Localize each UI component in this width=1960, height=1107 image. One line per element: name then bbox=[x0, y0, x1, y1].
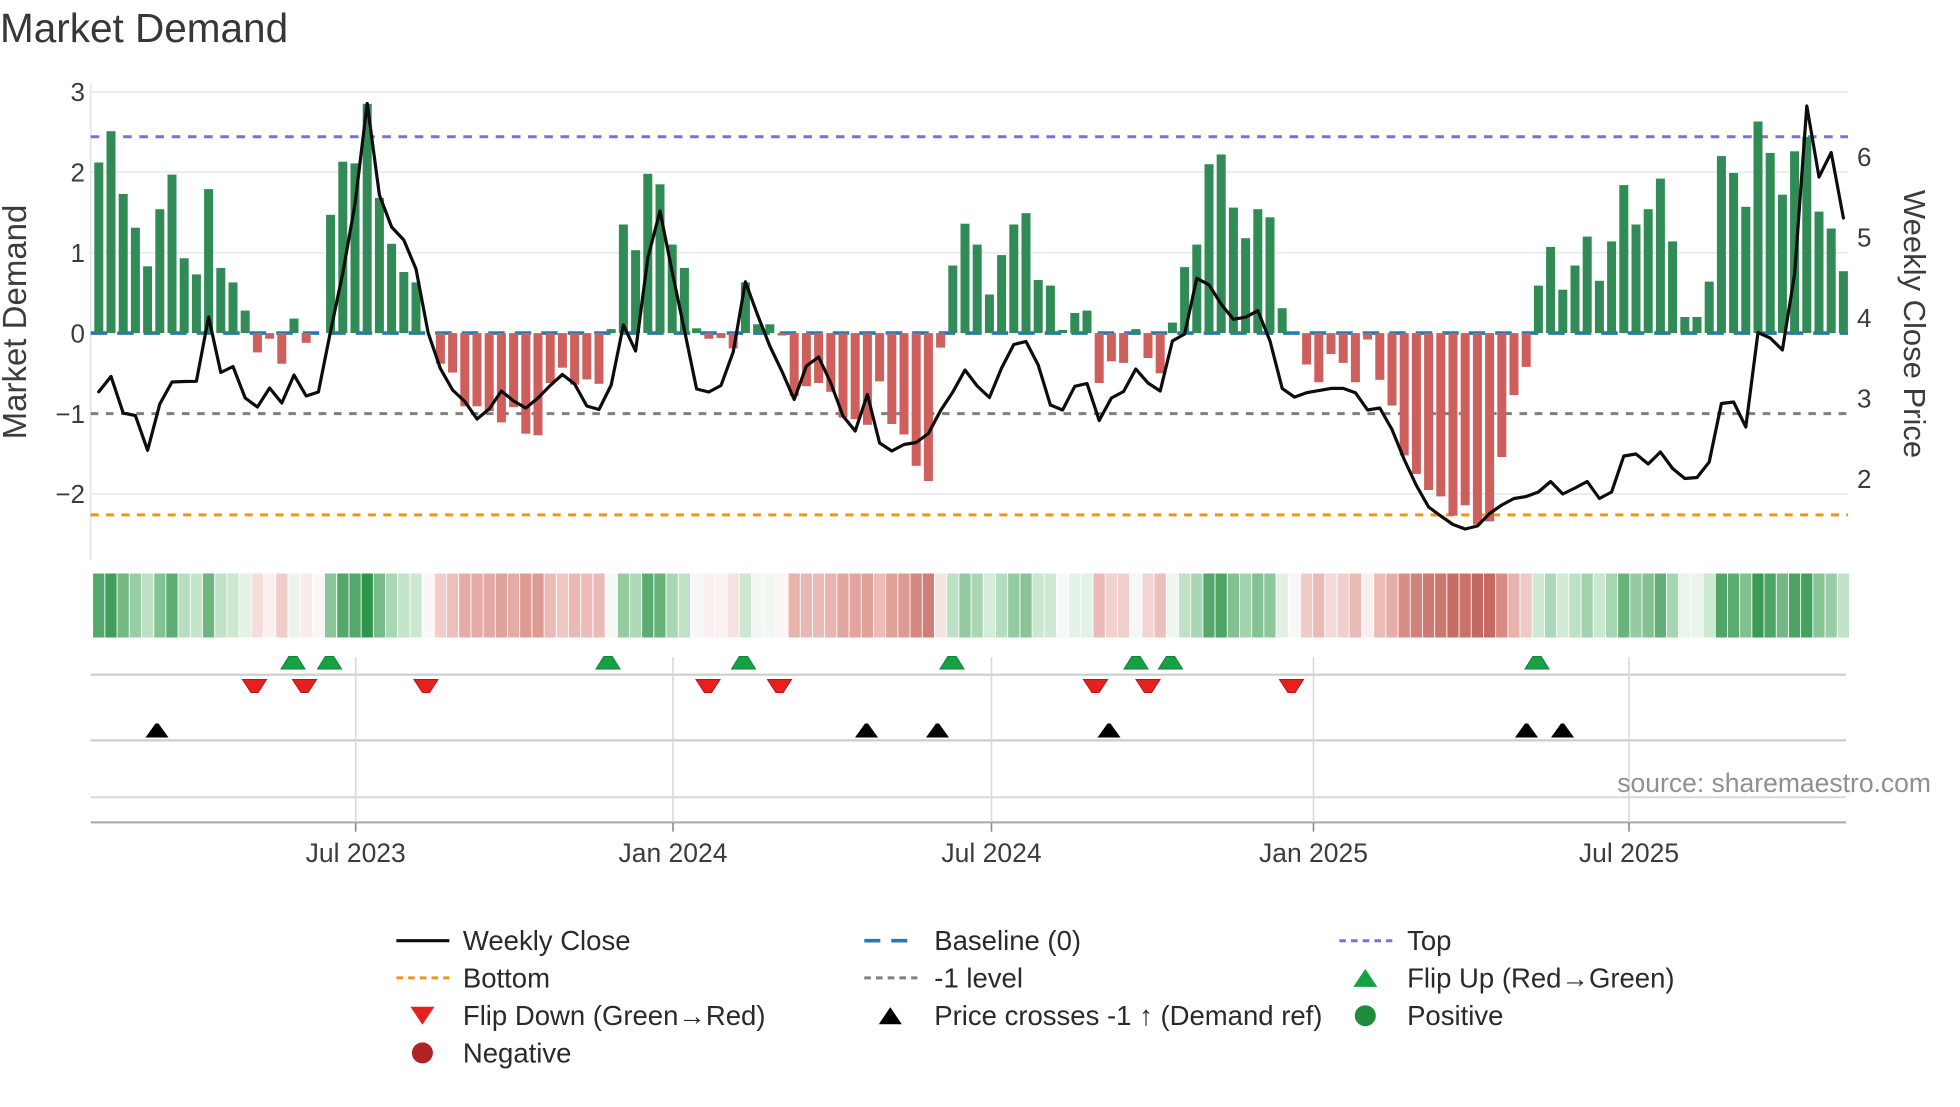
svg-text:Jan 2024: Jan 2024 bbox=[618, 838, 727, 868]
svg-text:Jan 2025: Jan 2025 bbox=[1259, 838, 1368, 868]
svg-text:-1 level: -1 level bbox=[934, 962, 1023, 993]
svg-text:Market Demand: Market Demand bbox=[0, 205, 33, 440]
svg-text:4: 4 bbox=[1857, 303, 1871, 333]
svg-text:Negative: Negative bbox=[463, 1037, 572, 1068]
svg-text:Weekly Close Price: Weekly Close Price bbox=[1897, 190, 1932, 458]
svg-text:3: 3 bbox=[71, 77, 85, 107]
svg-text:Weekly Close: Weekly Close bbox=[463, 925, 631, 956]
svg-text:1: 1 bbox=[71, 238, 85, 268]
svg-text:2: 2 bbox=[71, 157, 85, 187]
svg-text:Price crosses -1 ↑ (Demand ref: Price crosses -1 ↑ (Demand ref) bbox=[934, 1000, 1322, 1031]
svg-text:3: 3 bbox=[1857, 384, 1871, 414]
svg-text:−1: −1 bbox=[55, 399, 85, 429]
svg-text:6: 6 bbox=[1857, 142, 1871, 172]
svg-text:source: sharemaestro.com: source: sharemaestro.com bbox=[1617, 768, 1931, 798]
svg-text:Jul 2023: Jul 2023 bbox=[306, 838, 406, 868]
svg-text:Market Demand: Market Demand bbox=[0, 5, 288, 51]
svg-text:2: 2 bbox=[1857, 464, 1871, 494]
svg-text:Positive: Positive bbox=[1407, 1000, 1503, 1031]
svg-text:Jul 2024: Jul 2024 bbox=[941, 838, 1041, 868]
svg-text:Bottom: Bottom bbox=[463, 962, 550, 993]
svg-text:0: 0 bbox=[71, 318, 85, 348]
svg-text:Baseline (0): Baseline (0) bbox=[934, 925, 1081, 956]
svg-text:−2: −2 bbox=[55, 479, 85, 509]
svg-text:Top: Top bbox=[1407, 925, 1451, 956]
svg-text:Flip Down (Green→Red): Flip Down (Green→Red) bbox=[463, 1000, 766, 1031]
svg-text:Jul 2025: Jul 2025 bbox=[1579, 838, 1679, 868]
svg-text:5: 5 bbox=[1857, 222, 1871, 252]
svg-text:Flip Up (Red→Green): Flip Up (Red→Green) bbox=[1407, 962, 1674, 993]
